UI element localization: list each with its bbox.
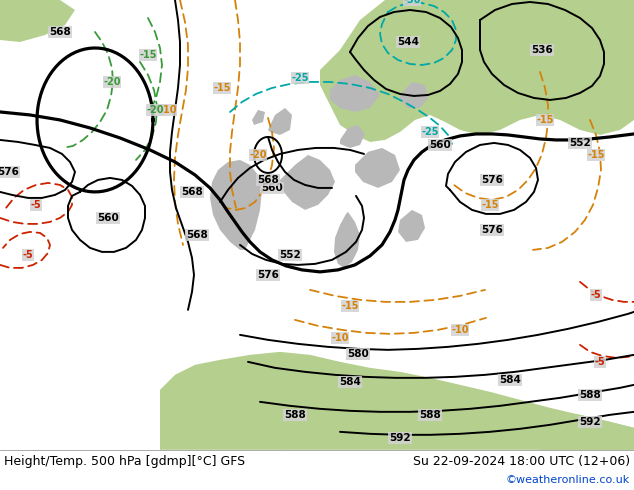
Text: -15: -15 (481, 200, 499, 210)
Polygon shape (210, 160, 262, 250)
Polygon shape (268, 108, 292, 135)
Text: 584: 584 (499, 375, 521, 385)
Text: -5: -5 (30, 200, 41, 210)
Text: -10: -10 (451, 325, 469, 335)
Text: 580: 580 (347, 349, 369, 359)
Polygon shape (280, 390, 400, 450)
Polygon shape (280, 155, 335, 210)
Text: -15: -15 (341, 301, 359, 311)
Polygon shape (320, 0, 634, 142)
Polygon shape (252, 110, 265, 125)
Text: 568: 568 (257, 175, 279, 185)
Text: -5: -5 (591, 290, 602, 300)
Text: 588: 588 (579, 390, 601, 400)
Text: -15: -15 (139, 50, 157, 60)
Polygon shape (330, 75, 380, 112)
Text: Height/Temp. 500 hPa [gdmp][°C] GFS: Height/Temp. 500 hPa [gdmp][°C] GFS (4, 455, 245, 468)
Text: 560: 560 (97, 213, 119, 223)
Text: 576: 576 (0, 167, 19, 177)
Text: 576: 576 (481, 175, 503, 185)
Polygon shape (334, 212, 360, 268)
Text: 576: 576 (257, 270, 279, 280)
Polygon shape (160, 352, 634, 450)
Polygon shape (398, 210, 425, 242)
Text: 588: 588 (419, 410, 441, 420)
Text: -10: -10 (159, 105, 177, 115)
Polygon shape (340, 125, 365, 148)
Polygon shape (355, 148, 400, 188)
Text: -20: -20 (103, 77, 120, 87)
Text: 560: 560 (429, 140, 451, 150)
Text: 568: 568 (49, 27, 71, 37)
Text: -20: -20 (146, 105, 164, 115)
Text: 560: 560 (261, 183, 283, 193)
Text: 592: 592 (389, 433, 411, 443)
Text: 568: 568 (186, 230, 208, 240)
Text: 552: 552 (279, 250, 301, 260)
Text: -25: -25 (421, 127, 439, 137)
Text: 544: 544 (397, 37, 419, 47)
Polygon shape (0, 0, 75, 42)
Text: -5: -5 (23, 250, 34, 260)
Text: -30: -30 (403, 0, 421, 5)
Text: 568: 568 (181, 187, 203, 197)
Text: 584: 584 (339, 377, 361, 387)
Text: -10: -10 (331, 333, 349, 343)
Polygon shape (400, 82, 428, 108)
Text: -15: -15 (587, 150, 605, 160)
Text: -25: -25 (291, 73, 309, 83)
Text: 536: 536 (531, 45, 553, 55)
Text: 552: 552 (569, 138, 591, 148)
Text: -5: -5 (595, 357, 605, 367)
Text: 592: 592 (579, 417, 601, 427)
Text: -20: -20 (249, 150, 267, 160)
Text: Su 22-09-2024 18:00 UTC (12+06): Su 22-09-2024 18:00 UTC (12+06) (413, 455, 630, 468)
Text: 576: 576 (481, 225, 503, 235)
Text: ©weatheronline.co.uk: ©weatheronline.co.uk (506, 475, 630, 485)
Text: 588: 588 (284, 410, 306, 420)
Polygon shape (540, 415, 634, 450)
Text: -15: -15 (536, 115, 553, 125)
Text: -15: -15 (213, 83, 231, 93)
